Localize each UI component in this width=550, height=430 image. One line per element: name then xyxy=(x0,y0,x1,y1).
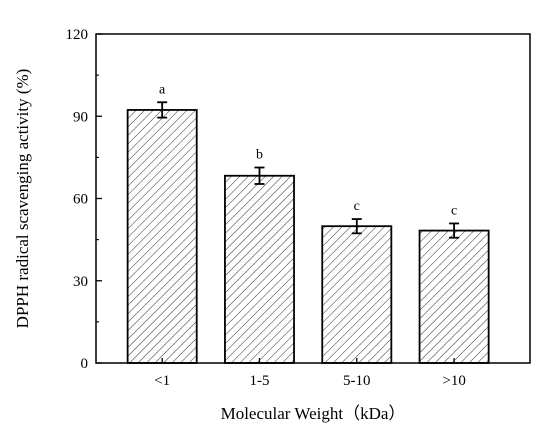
bar-3 xyxy=(418,229,490,364)
x-tick-label: >10 xyxy=(442,373,465,389)
x-tick-label: 1-5 xyxy=(249,373,269,389)
significance-labels-layer: a b c c xyxy=(159,82,457,218)
bar-1 xyxy=(224,174,295,364)
y-axis-title: DPPH radical scavenging activity (%) xyxy=(13,69,32,329)
y-tick-label: 60 xyxy=(73,192,88,208)
error-bars-layer xyxy=(157,101,460,239)
y-tick-label: 90 xyxy=(73,109,88,125)
y-tick-label: 30 xyxy=(73,274,88,290)
bar-2 xyxy=(321,225,393,364)
x-axis-title: Molecular Weight（kDa） xyxy=(221,404,406,423)
significance-label: c xyxy=(354,199,360,214)
significance-label: a xyxy=(159,82,166,97)
bar-0 xyxy=(126,109,198,364)
y-tick-label: 120 xyxy=(66,27,89,43)
significance-label: b xyxy=(256,148,263,163)
x-tick-label: <1 xyxy=(154,373,170,389)
y-axis-ticks: 0 30 60 90 120 xyxy=(66,27,102,372)
x-tick-label: 5-10 xyxy=(343,373,371,389)
bars-layer xyxy=(126,109,490,364)
x-axis-ticks: <1 1-5 5-10 >10 xyxy=(154,358,466,389)
significance-label: c xyxy=(451,203,457,218)
y-tick-label: 0 xyxy=(81,356,89,372)
